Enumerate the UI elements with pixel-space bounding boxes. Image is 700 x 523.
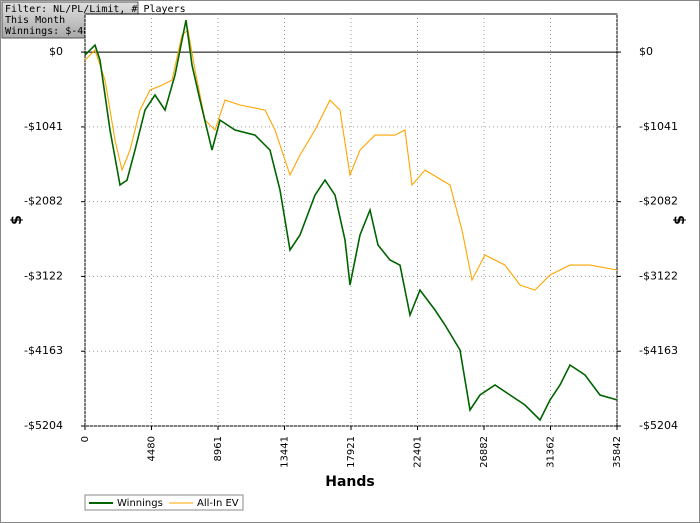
- y-tick-label-right: -$5204: [639, 419, 678, 432]
- y-tick-label-right: -$1041: [639, 120, 678, 133]
- x-tick-label: 8961: [213, 436, 224, 461]
- y-axis-title-right: $: [672, 215, 688, 225]
- plot-area: [84, 13, 618, 427]
- y-tick-label-right: $0: [639, 45, 653, 58]
- y-tick-label-right: -$3122: [639, 269, 678, 282]
- annotation: Filter: NL/PL/Limit, # Players: [5, 4, 186, 15]
- annotation: This Month: [5, 15, 65, 26]
- annotation: Winnings: $-4840.70: [5, 26, 119, 37]
- y-tick-label: -$4163: [24, 344, 63, 357]
- x-tick-label: 31362: [546, 436, 557, 468]
- x-tick-label: 17921: [346, 436, 357, 468]
- y-tick-label-right: -$4163: [639, 344, 678, 357]
- legend-label: Winnings: [117, 498, 163, 509]
- x-tick-label: 22401: [412, 436, 423, 468]
- x-tick-label: 26882: [479, 436, 490, 468]
- y-tick-label: $0: [49, 45, 63, 58]
- y-tick-label: -$1041: [24, 120, 63, 133]
- y-tick-label-right: -$2082: [639, 195, 678, 208]
- y-tick-label: -$5204: [24, 419, 63, 432]
- x-tick-label: 13441: [280, 436, 291, 468]
- line-series: [84, 19, 618, 422]
- x-axis-title: Hands: [325, 474, 375, 490]
- x-tick-label: 35842: [612, 436, 623, 468]
- y-tick-label: -$2082: [24, 195, 63, 208]
- legend: [84, 494, 244, 511]
- y-axis-title: $: [9, 215, 25, 225]
- legend-label: All-In EV: [197, 498, 239, 509]
- x-tick-label: 0: [80, 436, 91, 442]
- x-tick-label: 4480: [146, 436, 157, 461]
- line-series: [84, 29, 618, 291]
- y-tick-label: -$3122: [24, 269, 63, 282]
